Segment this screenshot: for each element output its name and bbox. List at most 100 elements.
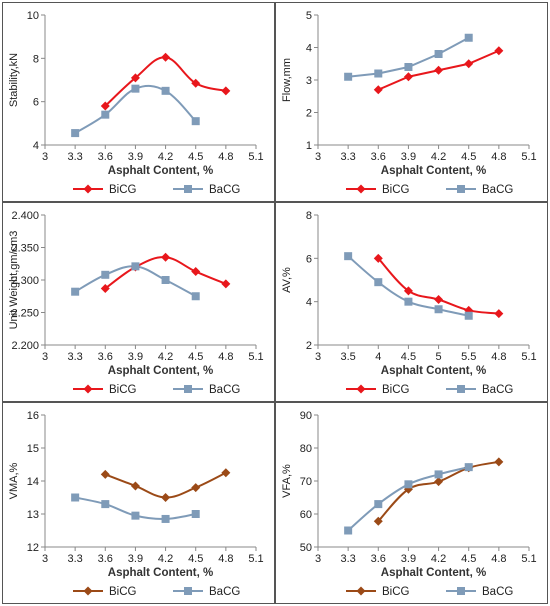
y-tick-label: 6 (306, 253, 312, 265)
y-tick-label: 2.300 (11, 275, 39, 287)
x-tick-label: 3 (42, 151, 48, 163)
legend-marker-bacg (184, 587, 192, 595)
data-point-bicg (494, 46, 504, 56)
data-point-bicg (494, 457, 504, 467)
legend-label-bacg: BaCG (482, 184, 513, 196)
y-axis-title: Unit Weight,gm/cm3 (8, 231, 20, 330)
y-tick-label: 3 (306, 75, 312, 87)
data-point-bacg (374, 278, 383, 287)
y-tick-label: 1 (306, 140, 312, 152)
x-tick-label: 4.8 (491, 151, 506, 163)
data-point-bacg (101, 500, 110, 509)
x-tick-label: 3.9 (128, 151, 143, 163)
data-point-bicg (100, 101, 110, 111)
data-point-bacg (101, 110, 110, 119)
chart-svg: 2.200 2.250 2.300 2.350 2.400 3 3.3 3.6 3.9 4.2 4.… (8, 210, 264, 396)
chart-svg: 1 2 3 4 5 3 3.3 3.6 3.9 4.2 4.5 4.8 5.1 Asphalt Conte… (281, 10, 537, 196)
x-tick-label: 4.5 (461, 553, 476, 565)
y-tick-label: 8 (306, 210, 312, 222)
x-tick-label: 5.1 (248, 151, 263, 163)
data-point-bicg (130, 73, 140, 83)
data-point-bicg (130, 481, 140, 491)
x-tick-label: 5.1 (248, 553, 263, 565)
x-tick-label: 3.6 (371, 553, 386, 565)
data-point-bacg (71, 129, 80, 138)
x-tick-label: 3.6 (98, 151, 113, 163)
data-point-bicg (434, 477, 444, 487)
x-tick-label: 5.5 (461, 351, 476, 363)
data-point-bacg (344, 252, 353, 261)
vfa-chart-panel: 50 60 70 80 90 3 3.3 3.6 3.9 4.2 4.5 4.8 5.1 Asphalt … (275, 402, 548, 604)
y-tick-label: 2 (306, 108, 312, 120)
x-tick-label: 3.5 (340, 351, 355, 363)
data-point-bacg (374, 69, 383, 78)
legend-label-bacg: BaCG (482, 384, 513, 396)
data-point-bacg (464, 33, 473, 42)
x-tick-label: 4.5 (401, 351, 416, 363)
x-tick-label: 5.1 (521, 151, 536, 163)
y-tick-label: 8 (33, 53, 39, 65)
data-point-bicg (191, 267, 201, 277)
y-tick-label: 4 (33, 140, 39, 152)
y-tick-label: 50 (300, 542, 312, 554)
legend-marker-bacg (184, 385, 192, 393)
legend-label-bicg: BiCG (109, 184, 137, 196)
x-tick-label: 4.2 (158, 351, 173, 363)
legend-label-bicg: BiCG (382, 184, 410, 196)
data-point-bicg (221, 279, 231, 289)
y-tick-label: 60 (300, 509, 312, 521)
data-point-bacg (464, 311, 473, 320)
data-point-bicg (434, 295, 444, 304)
legend-marker-bacg (457, 587, 465, 595)
data-point-bicg (373, 85, 383, 95)
x-tick-label: 4.8 (218, 351, 233, 363)
data-point-bacg (191, 117, 200, 126)
data-point-bacg (404, 480, 413, 489)
x-tick-label: 4.8 (218, 553, 233, 565)
unit-weight-chart-panel: 2.200 2.250 2.300 2.350 2.400 3 3.3 3.6 3.9 4.2 4.… (2, 202, 275, 402)
y-tick-label: 80 (300, 443, 312, 455)
legend-marker-bicg (83, 586, 93, 596)
legend-label-bicg: BiCG (109, 384, 137, 396)
chart-svg: 12 13 14 15 16 3 3.3 3.6 3.9 4.2 4.5 4.8 5.1 Asphalt … (8, 410, 264, 598)
data-point-bacg (161, 514, 170, 523)
x-tick-label: 5.1 (248, 351, 263, 363)
air-voids-chart-panel: 2 4 6 8 3 3.5 4 4.5 5 5.5 4.8 5.1 Asphalt Content, %… (275, 202, 548, 402)
x-tick-label: 3.3 (340, 553, 355, 565)
x-tick-label: 4.8 (491, 553, 506, 565)
data-point-bicg (161, 52, 171, 62)
y-tick-label: 2.250 (11, 308, 39, 320)
x-tick-label: 5 (436, 351, 442, 363)
data-point-bicg (191, 483, 201, 493)
y-tick-label: 2.350 (11, 243, 39, 255)
data-point-bacg (191, 292, 200, 301)
y-tick-label: 10 (27, 10, 39, 22)
x-axis-title: Asphalt Content, % (381, 165, 486, 177)
data-point-bacg (131, 84, 140, 93)
x-tick-label: 3.3 (340, 151, 355, 163)
chart-svg: 4 6 8 10 3 3.3 3.6 3.9 4.2 4.5 4.8 5.1 Asphalt Conte… (8, 10, 264, 196)
data-point-bacg (434, 470, 443, 479)
y-axis-title: VMA,% (8, 462, 20, 499)
data-point-bicg (100, 469, 110, 479)
chart-svg: 2 4 6 8 3 3.5 4 4.5 5 5.5 4.8 5.1 Asphalt Content, %… (281, 210, 537, 396)
x-tick-label: 3.9 (128, 351, 143, 363)
legend-marker-bicg (356, 384, 366, 394)
data-point-bacg (131, 511, 140, 520)
x-tick-label: 3.3 (67, 553, 82, 565)
legend-label-bacg: BaCG (209, 384, 240, 396)
data-point-bicg (434, 65, 444, 75)
data-point-bacg (464, 463, 473, 472)
x-tick-label: 4.5 (188, 151, 203, 163)
data-point-bicg (403, 286, 413, 296)
x-tick-label: 3.6 (98, 553, 113, 565)
x-axis-title: Asphalt Content, % (381, 567, 486, 579)
x-axis-title: Asphalt Content, % (108, 567, 213, 579)
data-point-bicg (161, 252, 171, 262)
y-tick-label: 5 (306, 10, 312, 22)
x-tick-label: 3.3 (67, 351, 82, 363)
legend-marker-bicg (83, 184, 93, 194)
data-point-bacg (404, 63, 413, 71)
legend-marker-bicg (356, 586, 366, 596)
data-point-bicg (464, 59, 474, 69)
